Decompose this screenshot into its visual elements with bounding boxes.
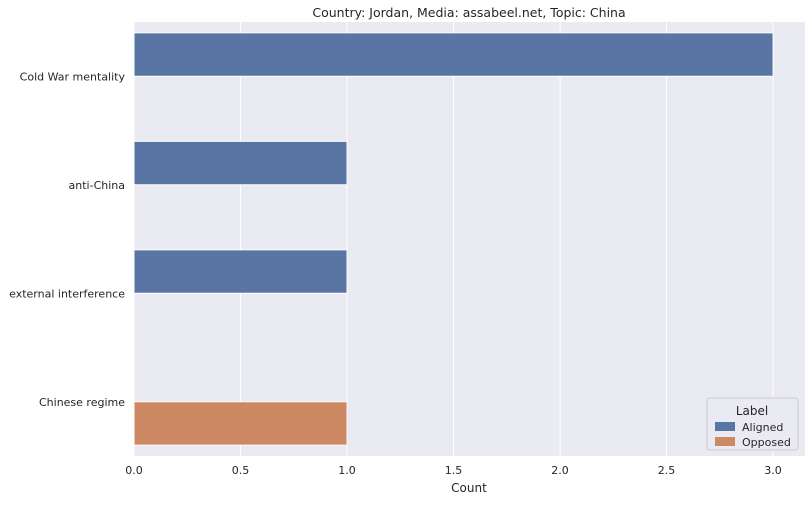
x-axis-label: Count	[451, 481, 487, 495]
x-tick-label: 2.0	[551, 464, 569, 477]
y-tick-labels: Cold War mentality anti-China external int…	[9, 70, 125, 409]
legend-items: Aligned Opposed	[715, 421, 791, 449]
x-tick-label: 0.5	[232, 464, 250, 477]
gridlines	[133, 22, 774, 456]
legend-label: Aligned	[742, 421, 783, 434]
legend-title: Label	[736, 404, 768, 418]
plot-background	[134, 22, 805, 456]
bar-aligned	[133, 249, 348, 294]
legend: Label Aligned Opposed	[706, 397, 799, 451]
x-tick-label: 1.5	[445, 464, 463, 477]
chart-title: Country: Jordan, Media: assabeel.net, To…	[312, 5, 625, 20]
legend-label: Opposed	[742, 436, 791, 449]
y-tick-label: Cold War mentality	[20, 70, 126, 83]
bar-opposed	[133, 401, 348, 446]
x-tick-label: 1.0	[338, 464, 356, 477]
x-tick-labels: 0.0 0.5 1.0 1.5 2.0 2.5 3.0	[125, 464, 782, 477]
x-tick-label: 0.0	[125, 464, 143, 477]
y-tick-label: anti-China	[69, 179, 125, 192]
legend-swatch	[715, 422, 735, 431]
bars	[133, 32, 774, 446]
y-tick-label: Chinese regime	[39, 396, 125, 409]
x-tick-label: 2.5	[658, 464, 676, 477]
y-tick-label: external interference	[9, 287, 125, 300]
bar-aligned	[133, 32, 774, 77]
x-tick-label: 3.0	[764, 464, 782, 477]
legend-swatch	[715, 437, 735, 446]
bar-aligned	[133, 140, 348, 186]
